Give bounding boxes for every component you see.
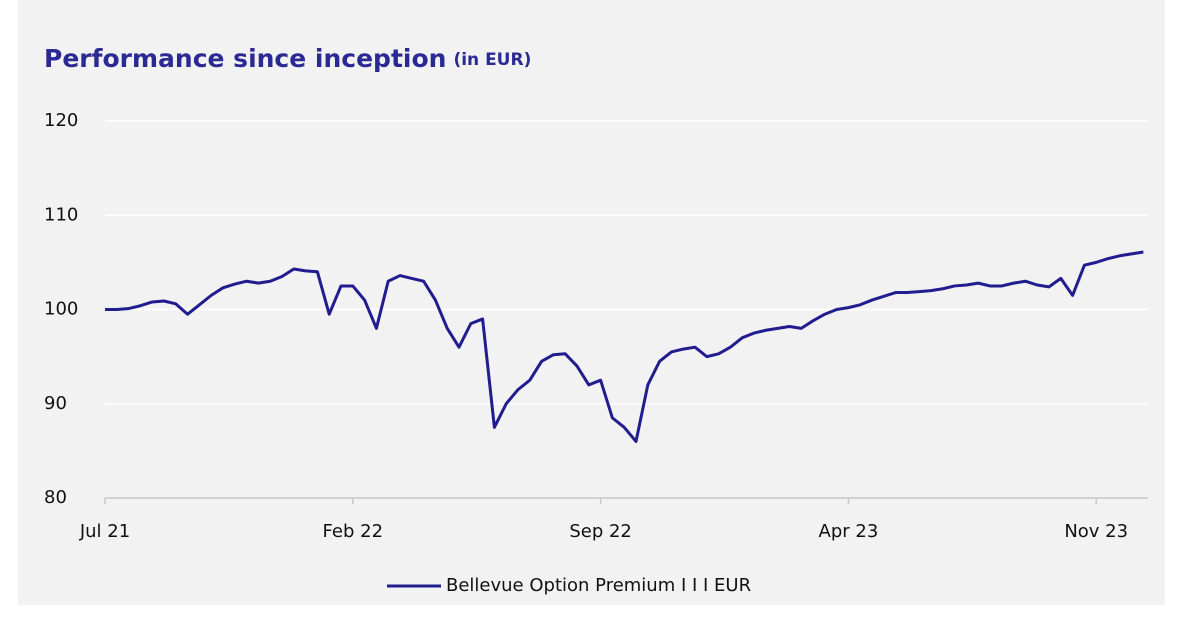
x-tick-label: Jul 21 [79,521,130,542]
series-line [105,250,1144,443]
y-tick-label: 120 [44,110,78,131]
y-tick-label: 100 [44,299,78,320]
y-tick-label: 80 [44,487,67,508]
x-tick-label: Feb 22 [323,521,384,542]
y-tick-label: 110 [44,204,78,225]
subtitle: (in EUR) [453,50,531,70]
chart-title: Performance since inception (in EUR) [44,44,531,73]
y-tick-label: 90 [44,393,67,414]
panel [18,0,1165,605]
legend-label: Bellevue Option Premium I I I EUR [446,575,751,596]
x-tick-label: Apr 23 [819,521,879,542]
title: Performance since inception [44,44,446,73]
x-tick-label: Sep 22 [569,521,632,542]
x-tick-label: Nov 23 [1064,521,1128,542]
